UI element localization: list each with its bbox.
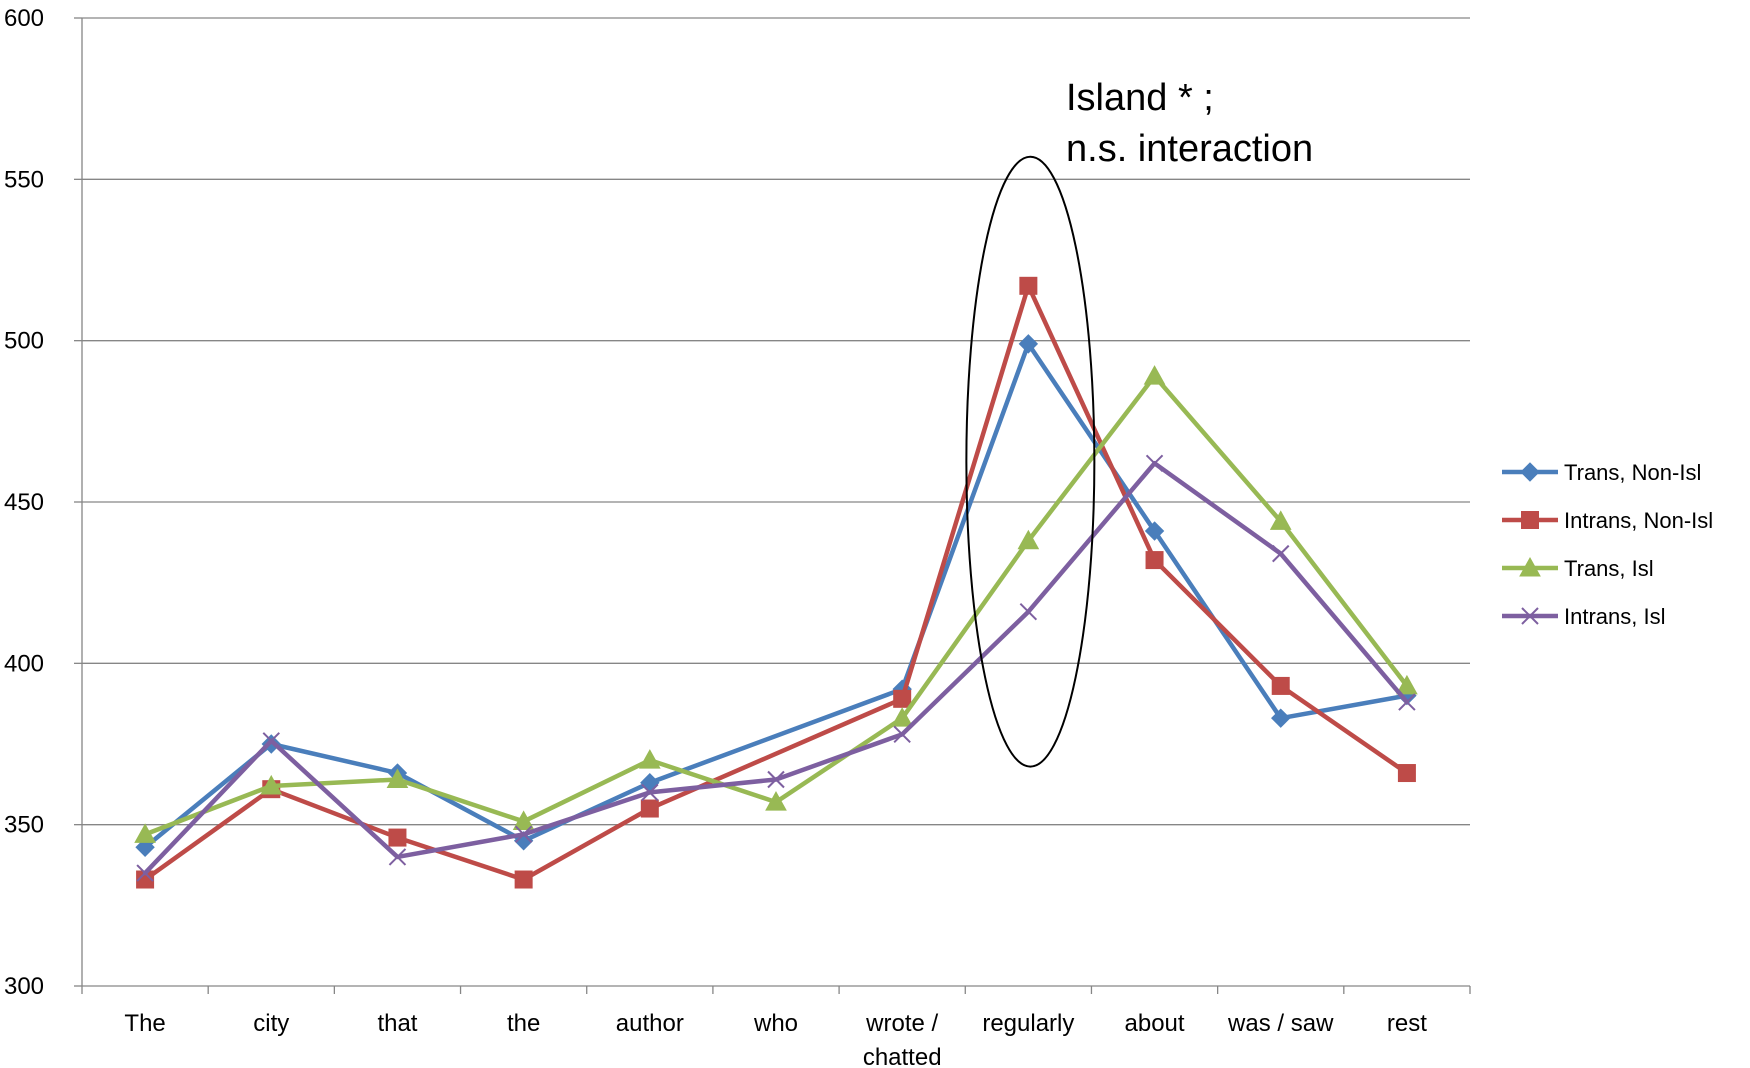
- data-point: [1396, 674, 1418, 695]
- data-point: [765, 791, 787, 811]
- data-point: [1019, 276, 1038, 295]
- data-point: [641, 783, 659, 802]
- data-point: [640, 799, 659, 818]
- y-tick-label: 350: [4, 812, 44, 839]
- data-point: [893, 689, 912, 708]
- legend-marker: [1519, 556, 1541, 577]
- x-tick-label: regularly: [982, 1010, 1074, 1037]
- data-point: [640, 773, 660, 793]
- data-point: [1145, 454, 1164, 472]
- gridlines: [82, 17, 1470, 826]
- data-point: [262, 732, 280, 750]
- data-point: [1018, 334, 1039, 354]
- y-tick-label: 300: [4, 973, 44, 1000]
- x-tick-label: the: [507, 1010, 540, 1037]
- data-point: [1271, 708, 1291, 728]
- x-marker-stroke: [1272, 544, 1290, 563]
- x-marker-stroke: [1145, 454, 1164, 472]
- data-point: [134, 823, 156, 843]
- legend-marker: [1521, 511, 1539, 529]
- annotation: Island * ; n.s. interaction: [965, 77, 1313, 768]
- legend-marker: [1520, 462, 1540, 482]
- x-tick-label: chatted: [863, 1044, 942, 1068]
- data-point: [514, 870, 533, 889]
- series-group: [134, 276, 1418, 889]
- legend-item: Intrans, Isl: [1502, 604, 1665, 629]
- legend-item: Trans, Isl: [1502, 556, 1654, 581]
- data-point: [1397, 764, 1416, 783]
- annotation-ellipse: [965, 155, 1096, 768]
- data-point: [512, 810, 535, 830]
- y-tick-labels: 300 350 400 450 500 550 600: [4, 5, 44, 1000]
- legend-item: Trans, Non-Isl: [1502, 460, 1701, 485]
- x-marker-stroke: [767, 770, 785, 789]
- legend-label: Trans, Non-Isl: [1564, 460, 1701, 485]
- x-tick-label: about: [1125, 1010, 1185, 1037]
- legend-marker: [1521, 607, 1539, 625]
- x-tick-label: that: [377, 1010, 417, 1037]
- x-marker-stroke: [514, 825, 533, 844]
- legend-item: Intrans, Non-Isl: [1502, 508, 1713, 533]
- x-tick-label: author: [616, 1010, 684, 1037]
- data-point: [1269, 510, 1292, 530]
- y-tick-label: 450: [4, 489, 44, 516]
- data-point: [891, 707, 914, 727]
- x-marker-stroke: [388, 848, 407, 866]
- x-tick-label: wrote /: [865, 1010, 938, 1037]
- data-point: [1019, 602, 1038, 621]
- legend-label: Intrans, Isl: [1564, 604, 1665, 629]
- y-tick-label: 550: [4, 166, 44, 193]
- data-point: [1145, 551, 1164, 570]
- series-2: [134, 365, 1418, 843]
- data-point: [767, 770, 785, 789]
- series-line: [142, 373, 1410, 837]
- x-marker-stroke: [893, 725, 911, 744]
- legend-label: Intrans, Non-Isl: [1564, 508, 1713, 533]
- series-3: [136, 454, 1416, 882]
- annotation-text: Island * ;: [1066, 77, 1214, 119]
- data-point: [514, 825, 533, 844]
- series-line: [142, 283, 1410, 882]
- x-tick-label: The: [124, 1010, 165, 1037]
- x-tick-label: city: [253, 1010, 289, 1037]
- x-marker-stroke: [1521, 607, 1539, 625]
- annotation-text: n.s. interaction: [1066, 128, 1313, 170]
- data-point: [1143, 365, 1166, 385]
- x-marker-stroke: [262, 732, 280, 750]
- data-point: [1017, 529, 1040, 550]
- x-marker-stroke: [136, 864, 154, 882]
- data-point: [1271, 676, 1290, 695]
- x-marker-stroke: [1019, 602, 1038, 621]
- y-tick-label: 600: [4, 5, 44, 32]
- data-point: [893, 725, 911, 744]
- series-line: [142, 341, 1410, 850]
- data-point: [260, 774, 283, 795]
- data-point: [1398, 693, 1416, 711]
- legend: Trans, Non-Isl Intrans, Non-Isl Trans, Isl…: [1502, 460, 1713, 629]
- x-tick-labels: The city that the author who wrote / chatted reg…: [124, 1010, 1427, 1068]
- y-tick-label: 400: [4, 650, 44, 677]
- data-point: [136, 864, 154, 882]
- legend-label: Trans, Isl: [1564, 556, 1654, 581]
- data-point: [388, 828, 407, 847]
- data-point: [1272, 544, 1290, 563]
- y-tick-label: 500: [4, 328, 44, 355]
- data-point: [386, 768, 409, 788]
- x-marker-stroke: [1398, 693, 1416, 711]
- data-point: [638, 749, 661, 769]
- data-point: [1144, 521, 1165, 541]
- x-tick-label: was / saw: [1227, 1010, 1334, 1037]
- x-marker-stroke: [641, 783, 659, 802]
- x-tick-label: who: [753, 1010, 798, 1037]
- axes: [74, 17, 1471, 994]
- x-tick-label: rest: [1387, 1010, 1427, 1037]
- data-point: [388, 848, 407, 866]
